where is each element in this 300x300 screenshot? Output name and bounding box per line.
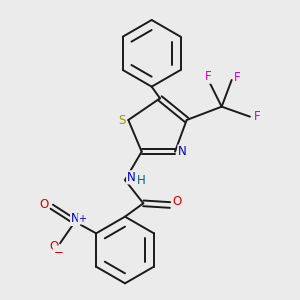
Text: O: O <box>172 195 181 208</box>
Text: F: F <box>254 110 261 123</box>
Text: O: O <box>40 197 49 211</box>
Text: O: O <box>50 240 58 253</box>
Text: +: + <box>78 214 86 224</box>
Text: −: − <box>53 246 63 259</box>
Text: H: H <box>136 173 146 187</box>
Text: N: N <box>178 145 187 158</box>
Text: S: S <box>118 113 126 127</box>
Text: N: N <box>70 212 80 226</box>
Text: F: F <box>234 71 241 84</box>
Text: F: F <box>205 70 211 83</box>
Text: N: N <box>127 171 135 184</box>
